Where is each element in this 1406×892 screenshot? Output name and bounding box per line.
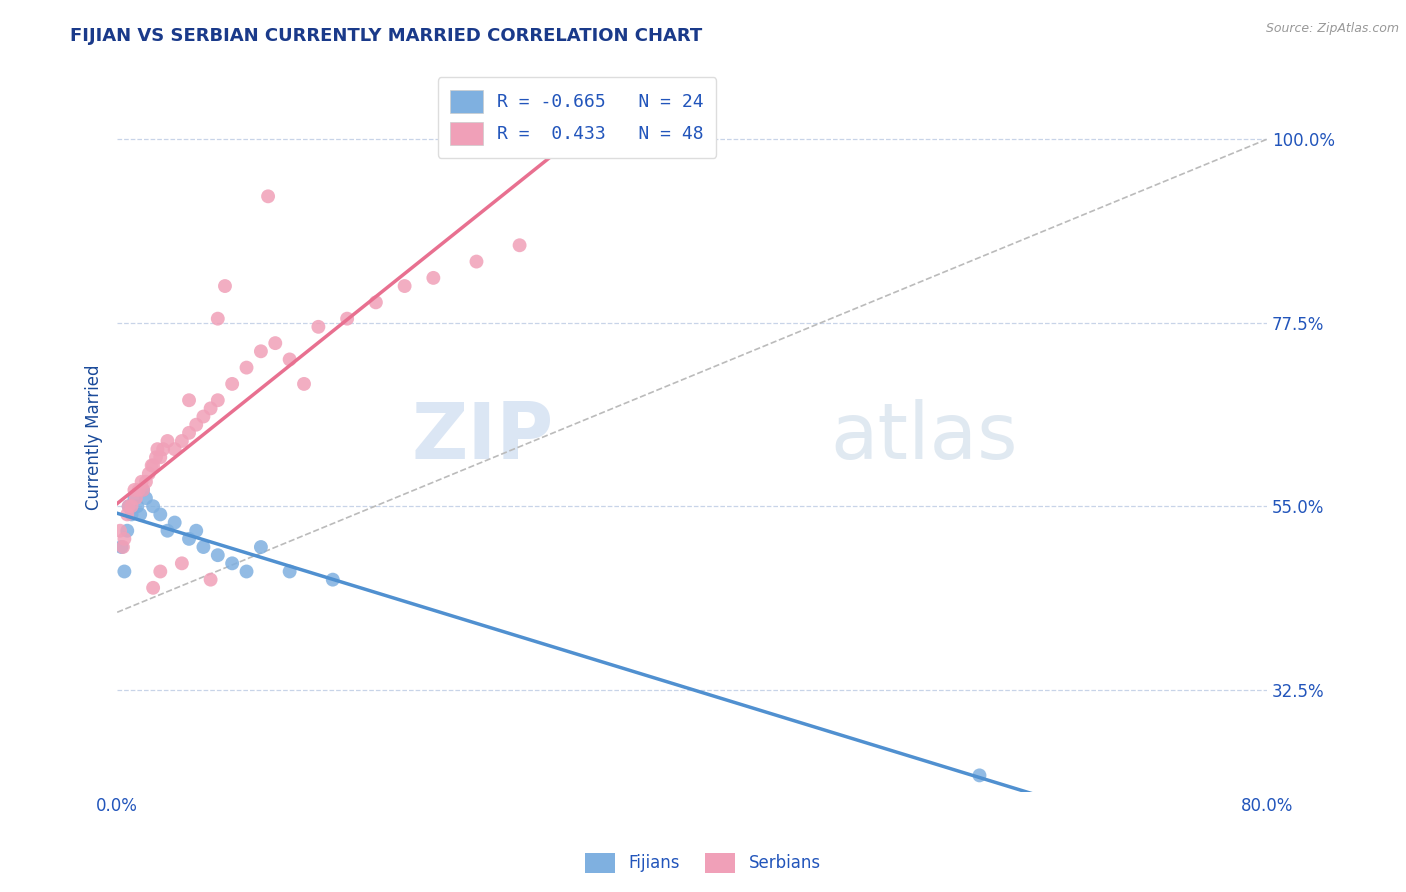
Point (145, 450, 167, 465)
Point (117, 508, 139, 522)
Point (163, 442, 186, 457)
Point (193, 409, 215, 424)
Point (170, 434, 193, 448)
Point (121, 500, 143, 514)
Point (422, 271, 444, 285)
Legend: R = -0.665   N = 24, R =  0.433   N = 48: R = -0.665 N = 24, R = 0.433 N = 48 (437, 77, 717, 158)
Point (177, 393, 200, 408)
Point (125, 491, 148, 505)
Point (235, 360, 257, 375)
Point (152, 442, 174, 457)
Point (149, 565, 172, 579)
Point (264, 336, 287, 351)
Point (149, 508, 172, 522)
Point (117, 524, 139, 538)
Text: Source: ZipAtlas.com: Source: ZipAtlas.com (1265, 22, 1399, 36)
Legend: Fijians, Serbians: Fijians, Serbians (579, 847, 827, 880)
Point (108, 524, 131, 538)
Point (163, 516, 186, 530)
Point (177, 425, 200, 440)
Point (112, 565, 135, 579)
Point (364, 295, 387, 310)
Point (257, 189, 280, 203)
Point (465, 254, 488, 268)
Point (186, 524, 208, 538)
Point (336, 311, 359, 326)
Point (186, 417, 208, 432)
Point (394, 279, 416, 293)
Point (221, 376, 243, 391)
Point (207, 311, 229, 326)
Point (969, 768, 991, 782)
Point (118, 500, 141, 514)
Point (129, 508, 152, 522)
Point (138, 467, 160, 481)
Point (200, 401, 222, 416)
Point (177, 532, 200, 546)
Point (207, 548, 229, 562)
Point (141, 458, 163, 473)
Point (292, 376, 315, 391)
Point (278, 565, 301, 579)
Point (142, 500, 165, 514)
Point (214, 279, 236, 293)
Point (235, 565, 257, 579)
Point (124, 491, 146, 505)
Point (193, 540, 215, 554)
Text: atlas: atlas (830, 399, 1018, 475)
Point (146, 442, 169, 457)
Point (509, 238, 531, 252)
Text: FIJIAN VS SERBIAN CURRENTLY MARRIED CORRELATION CHART: FIJIAN VS SERBIAN CURRENTLY MARRIED CORR… (70, 27, 703, 45)
Point (156, 434, 179, 448)
Point (278, 352, 301, 367)
Point (200, 573, 222, 587)
Y-axis label: Currently Married: Currently Married (86, 364, 103, 509)
Point (170, 557, 193, 571)
Point (121, 508, 143, 522)
Point (221, 557, 243, 571)
Point (132, 483, 155, 497)
Point (118, 500, 141, 514)
Point (156, 524, 179, 538)
Point (149, 450, 172, 465)
Point (250, 344, 273, 359)
Point (135, 475, 157, 489)
Point (112, 532, 135, 546)
Point (142, 581, 165, 595)
Point (127, 500, 149, 514)
Point (207, 393, 229, 408)
Point (111, 540, 134, 554)
Point (142, 458, 165, 473)
Text: ZIP: ZIP (412, 399, 554, 475)
Point (135, 491, 157, 505)
Point (132, 483, 155, 497)
Point (307, 319, 329, 334)
Point (110, 540, 132, 554)
Point (322, 573, 344, 587)
Point (131, 475, 153, 489)
Point (250, 540, 273, 554)
Point (124, 483, 146, 497)
Point (128, 483, 150, 497)
